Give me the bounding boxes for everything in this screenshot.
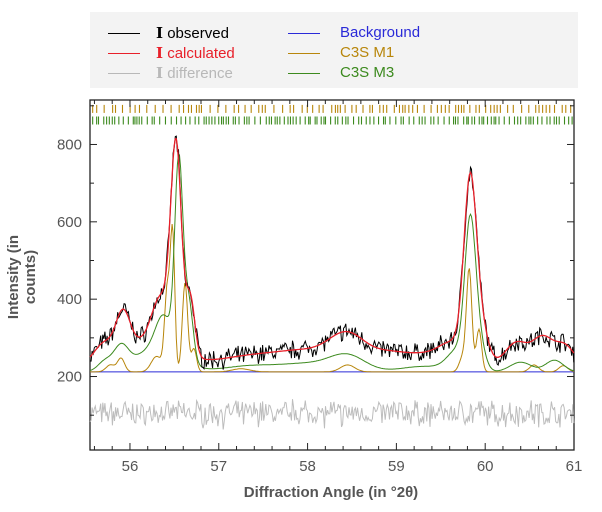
legend-label-c3s-m1: C3S M1 bbox=[340, 44, 395, 61]
series-c3s-m3-line bbox=[89, 152, 574, 372]
y-tick-label: 200 bbox=[57, 369, 82, 386]
series-difference-line bbox=[89, 398, 575, 430]
legend-symbol: I bbox=[156, 24, 164, 42]
x-axis-label: Diffraction Angle (in °2θ) bbox=[243, 484, 419, 501]
x-tick-label: 61 bbox=[566, 458, 583, 475]
y-tick-label: 400 bbox=[57, 291, 82, 308]
legend-symbol: I bbox=[156, 64, 164, 82]
legend-label-calculated: calculated bbox=[167, 45, 235, 62]
x-tick-label: 58 bbox=[299, 458, 316, 475]
legend-swatch-difference bbox=[108, 73, 140, 74]
x-tick-label: 56 bbox=[122, 458, 139, 475]
legend-label-observed: observed bbox=[167, 25, 229, 42]
y-axis-label: Intensity (in counts) bbox=[5, 234, 39, 320]
x-tick-label: 60 bbox=[477, 458, 494, 475]
y-tick-label: 600 bbox=[57, 214, 82, 231]
legend-swatch-calculated bbox=[108, 53, 140, 54]
legend: I observed I calculated I difference Bac… bbox=[90, 12, 578, 88]
legend-swatch-c3s-m3 bbox=[288, 73, 320, 74]
legend-label-difference: difference bbox=[167, 65, 233, 82]
legend-label-c3s-m3: C3S M3 bbox=[340, 64, 395, 81]
legend-swatch-observed bbox=[108, 33, 140, 34]
series-observed-line bbox=[89, 135, 575, 371]
y-tick-label: 800 bbox=[57, 136, 82, 153]
plot-frame bbox=[89, 99, 575, 451]
legend-swatch-c3s-m1 bbox=[288, 53, 320, 54]
legend-swatch-background bbox=[288, 33, 320, 34]
x-tick-label: 59 bbox=[388, 458, 405, 475]
series-calculated-line bbox=[89, 138, 575, 361]
legend-symbol: I bbox=[156, 44, 164, 62]
x-tick-label: 57 bbox=[210, 458, 227, 475]
reflection-ticks-c3s-m1 bbox=[92, 104, 572, 113]
legend-label-background: Background bbox=[340, 24, 421, 41]
series-c3s-m1-line bbox=[90, 224, 574, 373]
reflection-ticks-c3s-m3 bbox=[92, 116, 573, 125]
